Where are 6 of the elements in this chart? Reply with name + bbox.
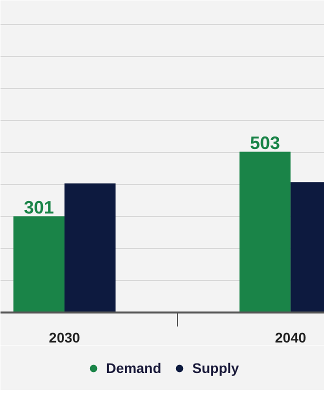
data-label: 503	[250, 132, 280, 153]
data-label: 301	[24, 197, 54, 218]
x-tick-label: 2030	[48, 330, 80, 346]
legend-label: Demand	[106, 360, 162, 376]
legend-label: Supply	[192, 360, 239, 376]
x-tick-label: 2040	[275, 330, 306, 346]
